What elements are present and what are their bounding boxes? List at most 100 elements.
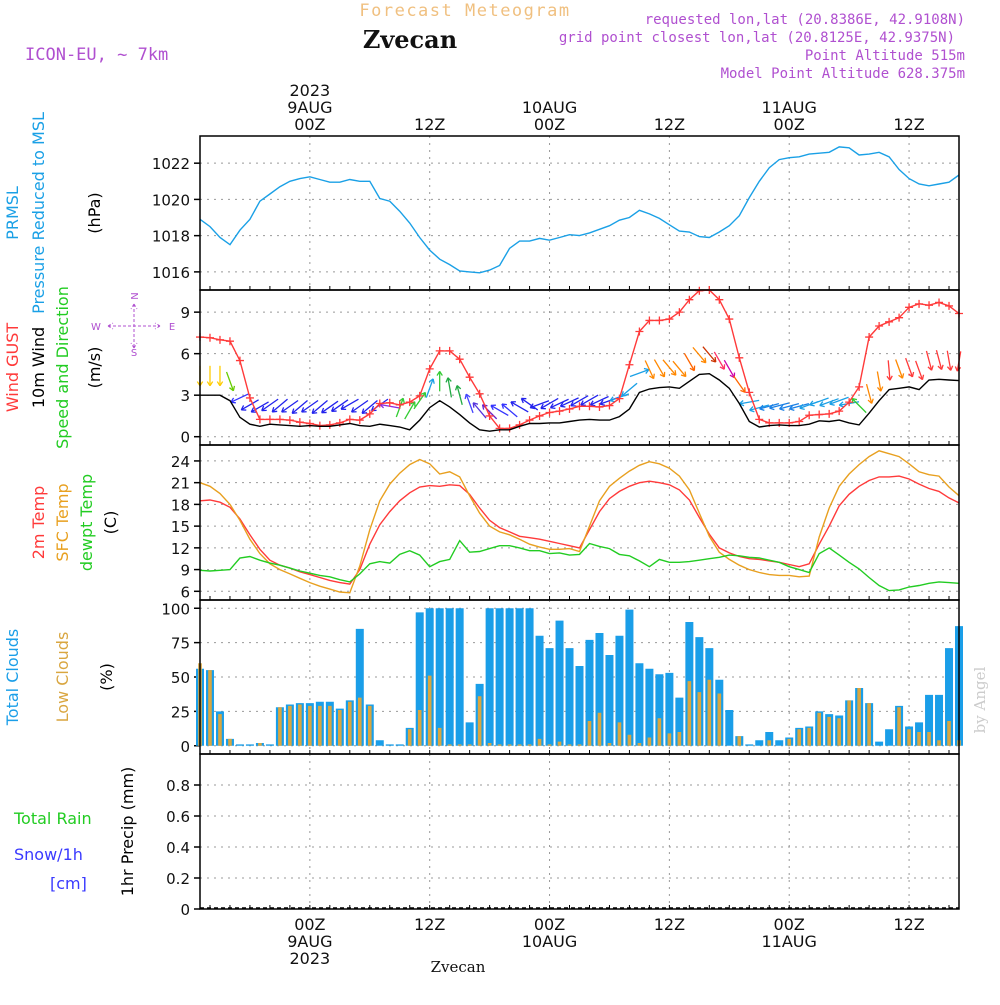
wind-direction-arrowhead [908,371,915,378]
low-cloud-bar [338,710,342,746]
total-cloud-bar [525,608,534,746]
total-cloud-bar [585,639,594,746]
y-tick-label: 75 [171,635,190,653]
wind-direction-arrowhead [589,400,596,407]
total-cloud-bar [615,635,624,746]
low-cloud-bar [328,705,332,746]
gust-marker [495,424,504,433]
gust-marker [455,355,464,364]
low-cloud-bar [318,705,322,746]
total-cloud-bar [505,608,514,746]
low-cloud-bar [697,692,702,746]
low-cloud-bar [497,744,502,746]
total-cloud-bar [695,637,704,746]
chart-panels: 1016 1018 1020 1022 PRMSL Pressure Reduced to… [3,112,963,919]
gust-marker [485,411,494,420]
low-cloud-bar [447,744,452,746]
wind-direction-arrow [789,403,810,410]
wind-direction-arrowhead [361,408,368,415]
y-tick-label: 0 [180,901,190,919]
10m-wind-line [200,372,960,432]
compass-arrows [107,303,161,349]
low-cloud-bar [367,705,372,746]
panel-axis-label: 10m Wind [29,327,48,408]
gust-marker [295,418,304,427]
wind-direction-arrow [456,385,463,406]
bottom-time-label: 10AUG [522,932,577,951]
low-cloud-bar [228,738,232,746]
gust-marker [655,316,664,325]
gust-marker [675,308,684,317]
wind-direction-arrow [809,397,829,406]
total-cloud-bar [385,744,394,746]
wind-direction-arrowhead [250,407,257,413]
wind-direction-arrowhead [271,407,278,413]
y-tick-label: 1016 [152,264,190,282]
y-tick-label: 1018 [152,228,190,246]
legend-total-rain: Total Rain [13,809,92,828]
wind-direction-arrowhead [540,403,546,410]
wind-direction-arrow [851,398,867,414]
wind-direction-arrow [447,377,453,398]
gust-marker [835,407,844,416]
wind-direction-arrowhead [643,367,650,374]
gust-marker [545,408,554,417]
low-cloud-bar [348,701,352,746]
y-tick-label: 0 [180,738,190,756]
total-cloud-bar [655,674,664,746]
gust-marker [915,299,924,308]
low-cloud-bar [477,696,482,746]
gust-marker [385,398,394,407]
wind-direction-arrowhead [740,387,746,393]
y-tick-label: 1022 [152,155,190,173]
total-cloud-bar [745,744,754,746]
bottom-time-label: 12Z [654,915,685,934]
wind-direction-arrow [560,397,579,407]
gust-marker [735,353,744,362]
y-tick-label: 100 [161,600,190,618]
gust-marker [285,416,294,425]
gust-marker [375,399,384,408]
wind-compass: N S W E [91,292,175,359]
legend-snow: Snow/1h [14,845,83,864]
panel-axis-label: Wind GUST [3,323,22,413]
gust-marker [555,407,564,416]
low-cloud-bar [417,710,422,746]
wind-direction-arrowhead [700,357,707,364]
low-cloud-bar [917,732,921,746]
low-cloud-bar [767,740,772,746]
gust-marker [565,405,574,414]
panel-axis-label: PRMSL [3,186,22,240]
wind-direction-arrow [935,350,943,370]
total-cloud-bar [465,722,474,746]
panel-temperature: 6 9 12 15 18 21 24 2m Temp SFC Temp dewpt Temp (C) [29,444,960,601]
wind-direction-arrowhead [559,401,566,408]
gust-marker [795,417,804,426]
wind-direction-arrow [570,395,589,407]
top-time-label: 00Z [534,115,565,134]
top-time-label: 2023 [289,81,330,100]
total-cloud-bar [415,612,424,746]
gust-marker [585,402,594,411]
gust-marker [235,356,244,365]
y-tick-label: 18 [171,496,190,514]
total-cloud-bar [375,740,384,746]
panel-axis-label: (%) [97,663,116,691]
panel-axis-label: 2m Temp [29,486,48,560]
gust-marker [905,303,914,312]
low-cloud-bar [647,737,652,746]
wind-direction-arrow [876,371,882,392]
wind-direction-arrowhead [331,406,337,412]
point-altitude: Point Altitude 515m [805,48,965,64]
wind-direction-arrow [291,400,308,414]
wind-direction-arrow [723,359,735,378]
gust-marker [925,301,934,310]
gust-marker [745,388,754,397]
panel-axis-label: SFC Temp [53,483,72,561]
compass-e: E [169,322,175,333]
wind-direction-arrowhead [529,403,536,410]
wind-direction-arrow [672,360,687,377]
gust-marker [365,409,374,418]
bottom-time-label: 11AUG [762,932,817,951]
